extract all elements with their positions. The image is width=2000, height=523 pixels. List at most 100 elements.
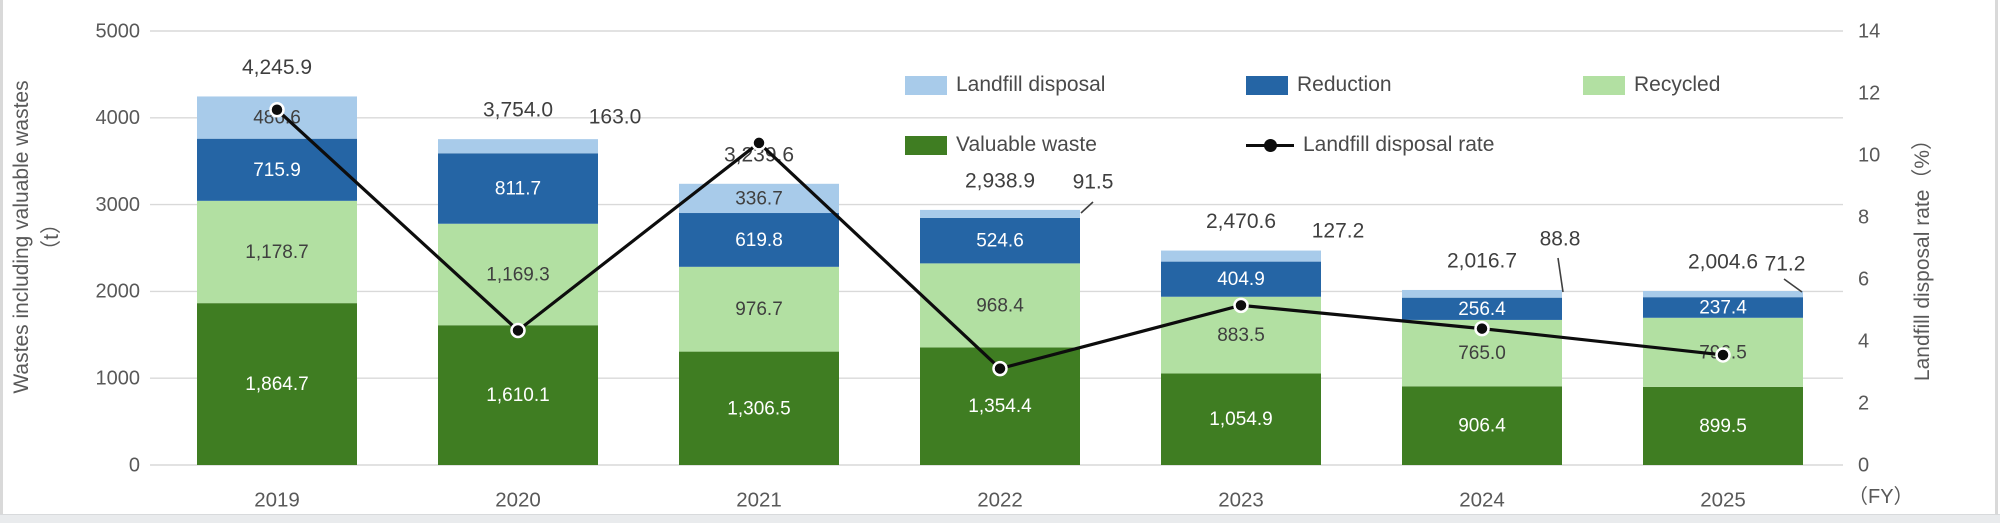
legend-swatch-landfill-disposal-icon — [905, 75, 947, 95]
legend-item-valuable-waste: Valuable waste — [905, 132, 1097, 158]
segment-data-label: 1,864.7 — [245, 374, 308, 395]
right-axis-tick-label: 8 — [1858, 206, 1869, 228]
segment-callout-label: 91.5 — [1073, 171, 1114, 194]
segment-callout-label: 127.2 — [1312, 220, 1365, 243]
bar-segment — [438, 223, 598, 326]
page-left-border — [0, 0, 3, 523]
segment-data-label: 237.4 — [1699, 297, 1747, 318]
bar-segment — [1643, 297, 1803, 318]
bar-segment — [438, 325, 598, 465]
bar-segment — [1161, 250, 1321, 262]
bar-segment — [197, 303, 357, 465]
rate-line-marker — [1715, 347, 1731, 363]
bar-segment — [1402, 386, 1562, 465]
segment-data-label: 906.4 — [1458, 416, 1506, 437]
bar-segment — [1402, 297, 1562, 320]
bar-segment — [679, 266, 839, 352]
left-axis-title-line1: Wastes including valuable wastes — [10, 80, 33, 394]
left-axis-tick-label: 4000 — [96, 107, 141, 129]
left-axis-tick-label: 1000 — [96, 367, 141, 389]
legend-label: Valuable waste — [956, 133, 1097, 156]
segment-data-label: 883.5 — [1217, 325, 1265, 346]
rate-line-marker — [269, 101, 285, 118]
x-axis-category-label: 2022 — [977, 488, 1023, 511]
segment-data-label: 1,178.7 — [245, 242, 308, 263]
legend-label: Recycled — [1634, 73, 1721, 96]
segment-data-label: 1,169.3 — [486, 265, 549, 286]
segment-callout-label: 71.2 — [1765, 253, 1806, 276]
segment-data-label: 811.7 — [495, 179, 541, 200]
bar-segment — [679, 183, 839, 214]
bar-segment — [920, 217, 1080, 264]
callout-leader-line — [1783, 278, 1803, 293]
bar-segment — [920, 209, 1080, 218]
left-axis-tick-label: 2000 — [96, 281, 141, 303]
legend-swatch-recycled-icon — [1583, 75, 1625, 95]
bar-segment — [1161, 373, 1321, 465]
segment-data-label: 715.9 — [253, 160, 301, 181]
right-axis-tick-label: 14 — [1858, 20, 1880, 42]
right-axis-tick-label: 10 — [1858, 144, 1880, 166]
left-axis-tick-label: 0 — [129, 454, 140, 476]
legend-item-recycled: Recycled — [1583, 72, 1720, 98]
legend-label: Landfill disposal — [956, 73, 1106, 96]
bar-segment — [920, 263, 1080, 348]
legend-label: Landfill disposal rate — [1303, 133, 1495, 156]
callout-leader-line — [1080, 201, 1094, 214]
segment-data-label: 336.7 — [735, 188, 783, 209]
legend-item-landfill-disposal-rate: Landfill disposal rate — [1246, 132, 1494, 158]
bar-segment — [438, 139, 598, 154]
page-bottom-strip — [0, 514, 2000, 523]
callout-leader-line — [1557, 257, 1564, 293]
segment-data-label: 1,354.4 — [968, 396, 1032, 417]
left-axis-tick-label: 5000 — [96, 20, 141, 42]
segment-data-label: 1,054.9 — [1209, 409, 1272, 430]
segment-data-label: 619.8 — [735, 230, 783, 251]
bar-segment — [1402, 289, 1562, 298]
left-axis-tick-label: 3000 — [96, 194, 141, 216]
bar-segment — [679, 351, 839, 465]
segment-data-label: 976.7 — [735, 299, 783, 320]
rate-line-marker — [992, 360, 1008, 377]
left-axis-title-unit: （t） — [40, 213, 63, 261]
segment-data-label: 256.4 — [1458, 299, 1506, 320]
total-data-label: 2,004.6 — [1688, 251, 1758, 274]
legend-swatch-valuable-waste-icon — [905, 135, 947, 155]
segment-data-label: 1,610.1 — [486, 385, 549, 406]
total-data-label: 2,938.9 — [965, 169, 1035, 192]
x-axis-category-label: 2023 — [1218, 488, 1264, 511]
legend-item-reduction: Reduction — [1246, 72, 1392, 98]
bar-segment — [1161, 261, 1321, 297]
rate-line-marker — [510, 322, 526, 339]
bar-segment — [1643, 386, 1803, 465]
right-axis-tick-label: 12 — [1858, 82, 1880, 104]
x-axis-unit-label: （FY） — [1848, 486, 1914, 508]
segment-data-label: 1,306.5 — [727, 398, 790, 419]
x-axis-category-label: 2020 — [495, 488, 541, 511]
x-axis-category-label: 2024 — [1459, 488, 1505, 511]
legend-item-landfill-disposal: Landfill disposal — [905, 72, 1105, 98]
bar-segment — [438, 153, 598, 224]
bar-segment — [679, 213, 839, 267]
segment-callout-label: 163.0 — [589, 106, 642, 129]
right-axis-title-text: Landfill disposal rate（%） — [1911, 128, 1934, 382]
segment-data-label: 404.9 — [1217, 269, 1265, 290]
rate-line-marker — [1474, 320, 1490, 337]
bar-segment — [1643, 291, 1803, 298]
right-axis-tick-label: 6 — [1858, 268, 1869, 290]
right-axis-title: Landfill disposal rate（%） — [1908, 55, 1938, 455]
total-data-label: 3,754.0 — [483, 99, 553, 122]
segment-data-label: 486.6 — [253, 108, 301, 129]
page-right-border — [1995, 0, 1998, 523]
x-axis-category-label: 2019 — [254, 488, 300, 511]
right-axis-tick-label: 2 — [1858, 392, 1869, 414]
segment-data-label: 968.4 — [976, 295, 1024, 316]
total-data-label: 4,245.9 — [242, 56, 312, 79]
x-axis-category-label: 2025 — [1700, 488, 1746, 511]
segment-callout-label: 88.8 — [1540, 228, 1581, 251]
rate-line-marker — [1233, 297, 1249, 314]
total-data-label: 2,470.6 — [1206, 210, 1276, 233]
segment-data-label: 899.5 — [1699, 416, 1747, 437]
